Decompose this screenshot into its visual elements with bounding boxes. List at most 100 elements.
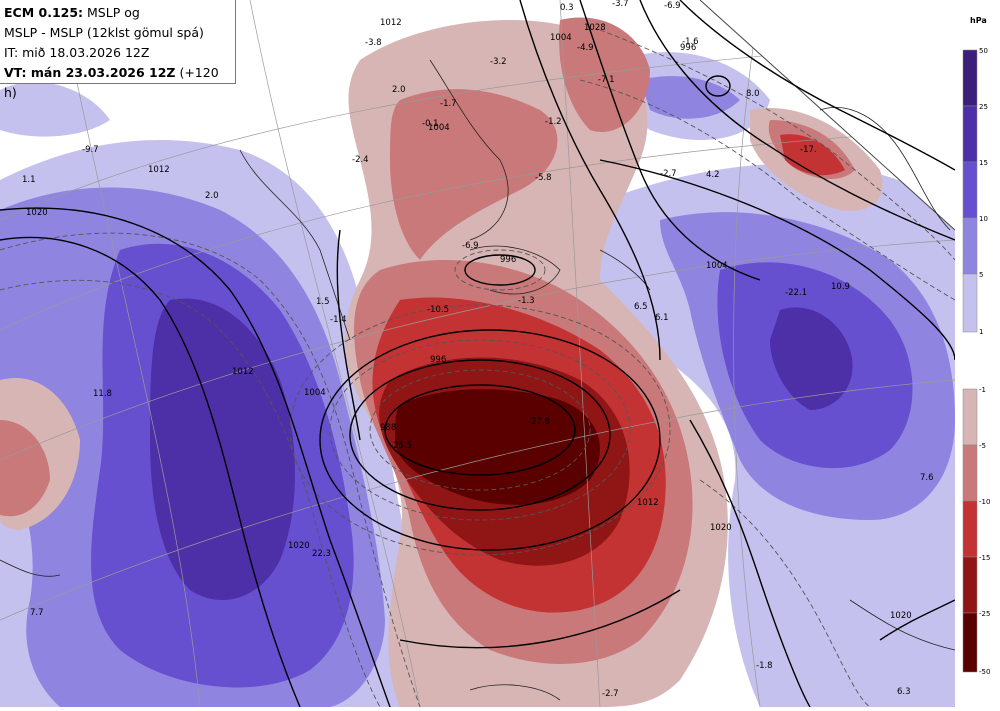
diff-value: 4.2 bbox=[706, 170, 720, 180]
diff-value: 6.5 bbox=[634, 302, 648, 312]
domain-edge bbox=[699, 0, 955, 231]
colorbar-tick: 50 bbox=[979, 47, 988, 55]
isobar-label: 1020 bbox=[890, 611, 912, 621]
title-line-1: ECM 0.125: MSLP og bbox=[4, 3, 231, 23]
colorbar-tick: 15 bbox=[979, 159, 988, 167]
colorbar-swatch bbox=[962, 49, 978, 107]
colorbar-tick: -50 bbox=[979, 668, 991, 676]
diff-value: -7.1 bbox=[598, 75, 615, 85]
coastlines bbox=[0, 59, 955, 701]
diff-value: -22.1 bbox=[785, 288, 807, 298]
diff-value: -1.3 bbox=[518, 296, 535, 306]
diff-value: -10.5 bbox=[427, 305, 449, 315]
colorbar-tick: 10 bbox=[979, 215, 988, 223]
colorbar-panel bbox=[955, 0, 1000, 707]
colorbar-swatch bbox=[962, 612, 978, 673]
colorbar-swatch bbox=[962, 273, 978, 333]
colorbar-swatch bbox=[962, 556, 978, 614]
diff-value: 7.6 bbox=[920, 473, 934, 483]
colorbar-swatch bbox=[962, 388, 978, 446]
colorbar-tick: -15 bbox=[979, 554, 991, 562]
colorbar-swatch bbox=[962, 444, 978, 502]
diff-value: 22.3 bbox=[312, 549, 331, 559]
diff-value: 10.9 bbox=[831, 282, 850, 292]
diff-value: -4.9 bbox=[577, 43, 594, 53]
diff-value: -3.2 bbox=[490, 57, 507, 67]
colorbar-tick: -25 bbox=[979, 610, 991, 618]
isobar-label: 1004 bbox=[550, 33, 572, 43]
diff-value: -9.7 bbox=[82, 145, 99, 155]
diff-value: -1.7 bbox=[440, 99, 457, 109]
diff-value: 11.8 bbox=[93, 389, 112, 399]
isobar-label: 1012 bbox=[148, 165, 170, 175]
isobar-label: 996 bbox=[500, 255, 516, 265]
colorbar-tick: -1 bbox=[979, 386, 986, 394]
diff-value: -2.7 bbox=[660, 169, 677, 179]
diff-value: -1.2 bbox=[545, 117, 562, 127]
colorbar-swatch bbox=[962, 161, 978, 219]
old-forecast-isobars bbox=[0, 29, 955, 707]
isobar-label: 1012 bbox=[637, 498, 659, 508]
diff-value: -0.1 bbox=[422, 119, 439, 129]
diff-value: -1.6 bbox=[682, 37, 699, 47]
diff-value: -17. bbox=[800, 145, 817, 155]
diff-value: 6.1 bbox=[655, 313, 669, 323]
field-name: MSLP og bbox=[83, 5, 140, 20]
diff-value: -2.7 bbox=[602, 689, 619, 699]
isobar-label: 1012 bbox=[232, 367, 254, 377]
diff-value: -25.5 bbox=[390, 441, 412, 451]
difference-values: 0.3 -3.7 -6.9 -3.2 -1.7 2.0 -4.9 -7.1 -1… bbox=[22, 0, 934, 699]
colorbar-positive bbox=[962, 49, 978, 333]
diff-value: -6.9 bbox=[664, 1, 681, 11]
colorbar-swatch bbox=[962, 500, 978, 558]
diff-value: 1.5 bbox=[316, 297, 330, 307]
map-title-box: ECM 0.125: MSLP og MSLP - MSLP (12klst g… bbox=[0, 0, 236, 100]
colorbar-tick: 25 bbox=[979, 103, 988, 111]
colorbar-tick: -5 bbox=[979, 442, 986, 450]
isobar-label: 1012 bbox=[380, 18, 402, 28]
diff-value: 2.0 bbox=[392, 85, 406, 95]
diff-value: 1.1 bbox=[22, 175, 36, 185]
diff-value: -27.8 bbox=[528, 417, 550, 427]
colorbar-tick: 1 bbox=[979, 328, 984, 336]
colorbar-tick: 5 bbox=[979, 271, 984, 279]
colorbar-swatch bbox=[962, 105, 978, 163]
isobar-label: 988 bbox=[380, 423, 396, 433]
title-line-3: IT: mið 18.03.2026 12Z bbox=[4, 45, 150, 60]
weather-map: 1012 1020 1012 1004 996 996 988 1004 101… bbox=[0, 0, 955, 707]
model-name: ECM 0.125: bbox=[4, 5, 84, 20]
isobar-labels: 1012 1020 1012 1004 996 996 988 1004 101… bbox=[26, 18, 912, 621]
field-darkest-red bbox=[395, 389, 600, 505]
diff-value: 2.0 bbox=[205, 191, 219, 201]
isobar-label: 1028 bbox=[584, 23, 606, 33]
isobar-label: 1004 bbox=[706, 261, 728, 271]
diff-value: -5.8 bbox=[535, 173, 552, 183]
isobars bbox=[0, 0, 955, 707]
isobar-label: 1004 bbox=[304, 388, 326, 398]
colorbar-negative bbox=[962, 388, 978, 673]
isobar-label: 1004 bbox=[428, 123, 450, 133]
diff-value: -6.9 bbox=[462, 241, 479, 251]
graticule bbox=[0, 0, 955, 707]
isobar-label: 1020 bbox=[710, 523, 732, 533]
diff-value: -1.8 bbox=[756, 661, 773, 671]
isobar-label: 996 bbox=[680, 43, 696, 53]
isobar-label: 1020 bbox=[26, 208, 48, 218]
diff-value: -1.4 bbox=[330, 315, 347, 325]
valid-time: VT: mán 23.03.2026 12Z bbox=[4, 65, 176, 80]
colorbar-tick: -10 bbox=[979, 498, 991, 506]
isobar-label: 996 bbox=[430, 355, 446, 365]
diff-value: -2.4 bbox=[352, 155, 369, 165]
field-darkest-blue bbox=[150, 298, 853, 600]
isobar-label: 1020 bbox=[288, 541, 310, 551]
diff-value: 0.3 bbox=[560, 3, 574, 13]
colorbar-unit: hPa bbox=[970, 16, 987, 25]
diff-value: 8.0 bbox=[746, 89, 760, 99]
diff-value: 6.3 bbox=[897, 687, 911, 697]
diff-value: -3.7 bbox=[612, 0, 629, 9]
colorbar-swatch bbox=[962, 217, 978, 275]
colorbar-graphic bbox=[962, 49, 978, 673]
diff-value: 7.7 bbox=[30, 608, 44, 618]
lead-time: (+120 h) bbox=[4, 65, 219, 100]
diff-value: -3.8 bbox=[365, 38, 382, 48]
